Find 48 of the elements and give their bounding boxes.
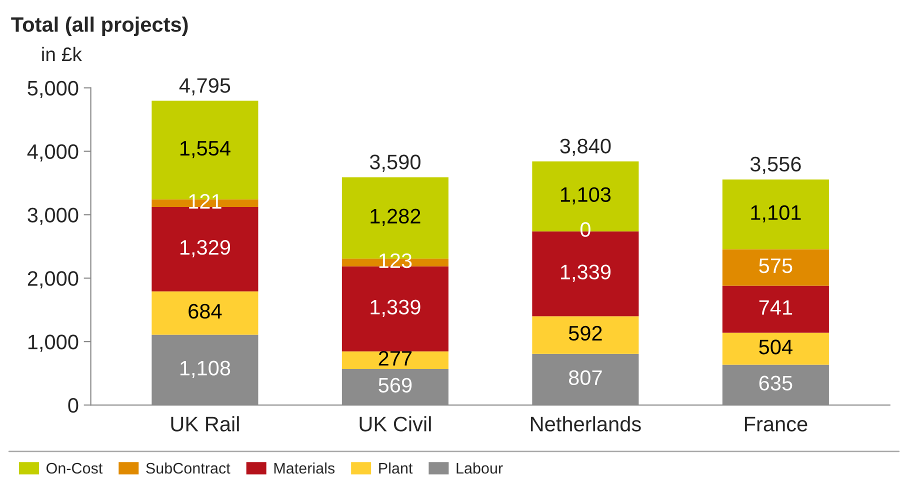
y-tick-label: 2,000	[28, 271, 78, 288]
bar	[152, 207, 258, 292]
y-tick-label: 1,000	[28, 334, 78, 352]
data-label: 635	[759, 376, 792, 390]
x-tick-label: UK Rail	[171, 416, 239, 432]
total-label: 4,795	[179, 78, 230, 96]
bar	[722, 249, 829, 286]
data-label: 277	[378, 350, 412, 366]
data-label: 684	[188, 304, 222, 319]
bar	[342, 351, 448, 369]
data-label: 741	[759, 300, 792, 315]
bar	[722, 332, 829, 365]
data-label: 1,339	[370, 300, 420, 317]
data-label: 123	[379, 253, 412, 268]
data-label: 592	[568, 326, 602, 341]
legend-label: SubContract	[146, 462, 230, 474]
total-label: 3,840	[560, 138, 611, 156]
x-tick-label: Netherlands	[530, 416, 641, 432]
data-label: 1,108	[180, 360, 230, 378]
bar	[532, 316, 639, 354]
legend-label: On-Cost	[46, 462, 103, 474]
x-tick-label: France	[744, 416, 808, 432]
chart-title: Total (all projects)	[11, 16, 188, 36]
data-label: 1,339	[560, 264, 611, 282]
data-label: 569	[378, 378, 412, 393]
legend-label: Labour	[456, 462, 503, 474]
y-tick-label: 3,000	[28, 208, 78, 225]
data-label: 1,282	[370, 208, 420, 226]
bar	[722, 179, 829, 250]
legend-label: Plant	[379, 462, 413, 474]
chart-subtitle: in £k	[42, 46, 82, 61]
data-label: 575	[759, 258, 792, 274]
data-label: 807	[568, 370, 602, 386]
data-label: 504	[759, 340, 792, 354]
y-tick-label: 4,000	[27, 144, 78, 162]
y-tick-label: 0	[68, 398, 78, 413]
data-label: 121	[189, 194, 222, 209]
data-label: 1,101	[751, 205, 801, 222]
data-label: 1,103	[560, 187, 611, 204]
total-label: 3,590	[370, 154, 420, 172]
bar	[722, 286, 829, 333]
y-tick-label: 5,000	[28, 80, 78, 98]
data-label: 1,329	[180, 240, 230, 258]
bar	[152, 291, 258, 335]
total-label: 3,556	[750, 156, 801, 174]
data-label: 1,554	[180, 141, 230, 158]
legend-label: Materials	[274, 462, 335, 474]
x-tick-label: UK Civil	[360, 416, 431, 432]
